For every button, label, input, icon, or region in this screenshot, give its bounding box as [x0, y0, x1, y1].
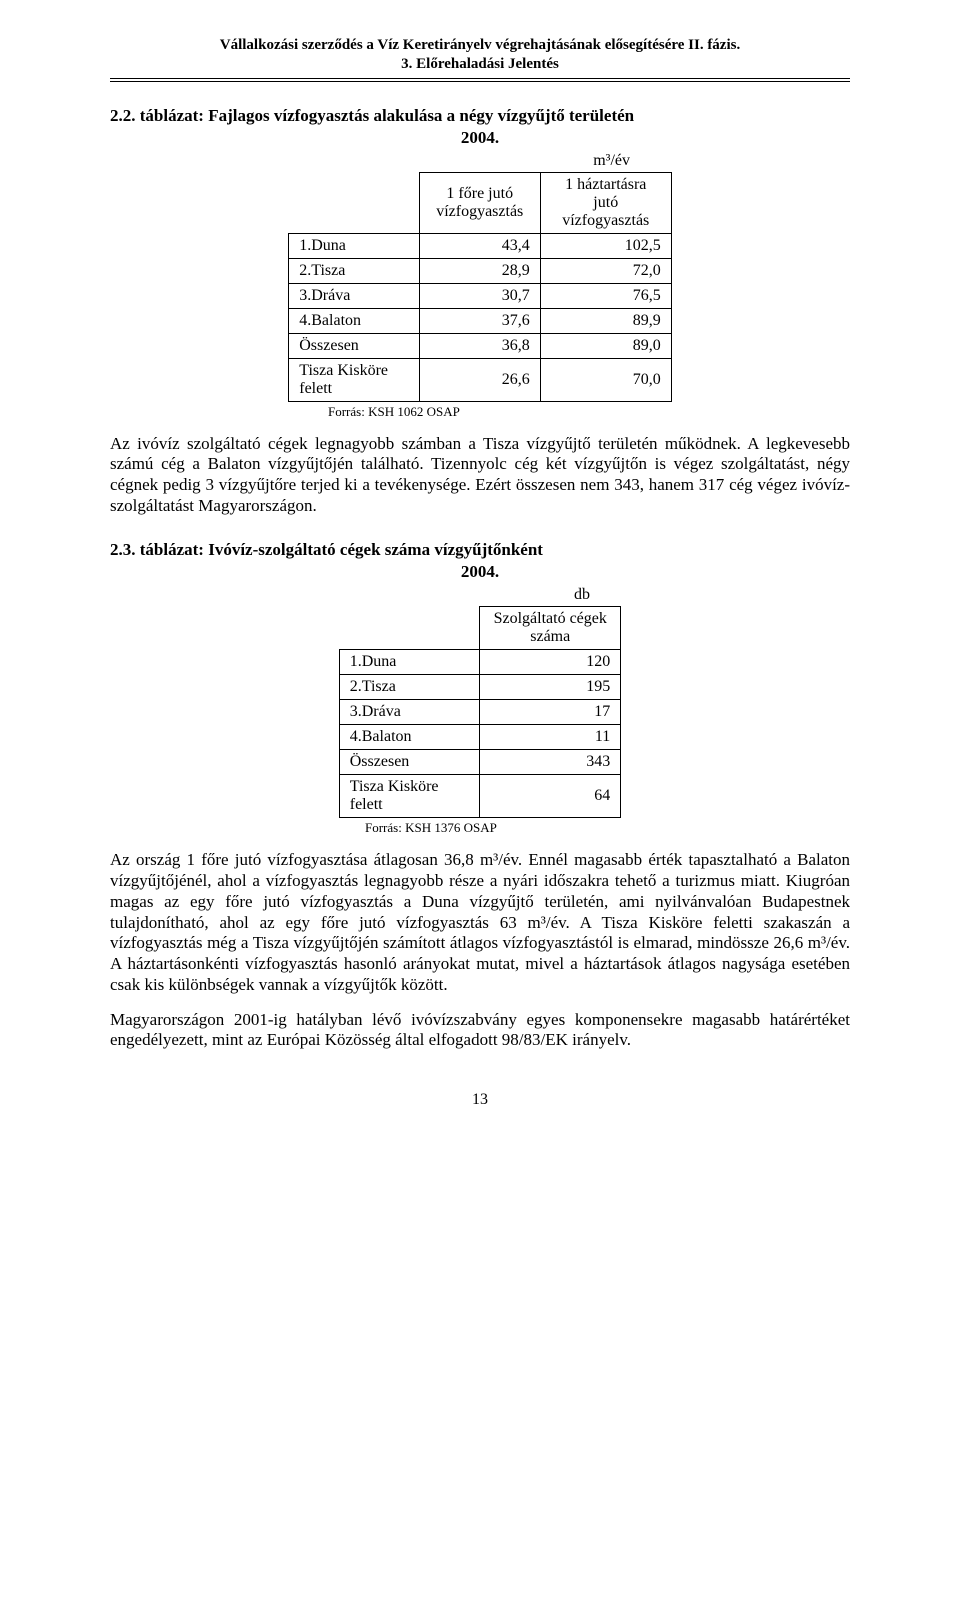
row-value: 17: [480, 700, 621, 725]
row-label: Tisza Kisköre felett: [339, 775, 480, 818]
row-value: 102,5: [540, 233, 671, 258]
table-2-2-source: Forrás: KSH 1062 OSAP: [328, 404, 850, 420]
row-value: 37,6: [419, 308, 540, 333]
row-value: 30,7: [419, 283, 540, 308]
table-row: 4.Balaton 11: [339, 725, 621, 750]
row-value: 28,9: [419, 258, 540, 283]
table-row: Szolgáltató cégek száma: [339, 607, 621, 650]
table-head-col1: Szolgáltató cégek száma: [480, 607, 621, 650]
table-head-empty: [289, 172, 420, 233]
paragraph-3: Magyarországon 2001-ig hatályban lévő iv…: [110, 1010, 850, 1051]
page: Vállalkozási szerződés a Víz Keretiránye…: [0, 0, 960, 1169]
table-row: 1 főre jutó vízfogyasztás 1 háztartásra …: [289, 172, 672, 233]
row-value: 11: [480, 725, 621, 750]
row-label: 4.Balaton: [289, 308, 420, 333]
table-head-col1: 1 főre jutó vízfogyasztás: [419, 172, 540, 233]
row-value: 89,0: [540, 333, 671, 358]
row-value: 89,9: [540, 308, 671, 333]
table-row: 1.Duna 43,4 102,5: [289, 233, 672, 258]
table-2-2-title-year: 2004.: [110, 128, 850, 148]
header-block: Vállalkozási szerződés a Víz Keretiránye…: [110, 36, 850, 74]
table-2-3-title: 2.3. táblázat: Ivóvíz-szolgáltató cégek …: [110, 540, 850, 582]
row-label: 2.Tisza: [339, 675, 480, 700]
row-label: 1.Duna: [289, 233, 420, 258]
table-row: 2.Tisza 195: [339, 675, 621, 700]
row-label: Tisza Kisköre felett: [289, 358, 420, 401]
row-label: 2.Tisza: [289, 258, 420, 283]
paragraph-2: Az ország 1 főre jutó vízfogyasztása átl…: [110, 850, 850, 995]
page-number: 13: [110, 1091, 850, 1109]
table-row: 3.Dráva 17: [339, 700, 621, 725]
row-value: 195: [480, 675, 621, 700]
table-2-3-source: Forrás: KSH 1376 OSAP: [365, 820, 850, 836]
row-value: 70,0: [540, 358, 671, 401]
table-row: 4.Balaton 37,6 89,9: [289, 308, 672, 333]
table-head-empty: [339, 607, 480, 650]
table-2-3: Szolgáltató cégek száma 1.Duna 120 2.Tis…: [339, 606, 622, 818]
table-row: Összesen 36,8 89,0: [289, 333, 672, 358]
rule-thin: [110, 81, 850, 82]
table-row: Összesen 343: [339, 750, 621, 775]
row-value: 26,6: [419, 358, 540, 401]
row-label: 4.Balaton: [339, 725, 480, 750]
row-value: 120: [480, 650, 621, 675]
rule-thick: [110, 78, 850, 79]
table-row: 3.Dráva 30,7 76,5: [289, 283, 672, 308]
table-head-col2: 1 háztartásra jutó vízfogyasztás: [540, 172, 671, 233]
table-row: 1.Duna 120: [339, 650, 621, 675]
row-value: 343: [480, 750, 621, 775]
table-row: Tisza Kisköre felett 26,6 70,0: [289, 358, 672, 401]
row-label: Összesen: [289, 333, 420, 358]
header-line-1: Vállalkozási szerződés a Víz Keretiránye…: [110, 36, 850, 55]
table-row: Tisza Kisköre felett 64: [339, 775, 621, 818]
table-2-2-unit: m³/év: [110, 152, 630, 170]
paragraph-1: Az ivóvíz szolgáltató cégek legnagyobb s…: [110, 434, 850, 517]
row-value: 43,4: [419, 233, 540, 258]
row-label: 3.Dráva: [339, 700, 480, 725]
row-value: 72,0: [540, 258, 671, 283]
row-label: Összesen: [339, 750, 480, 775]
table-2-2-title: 2.2. táblázat: Fajlagos vízfogyasztás al…: [110, 106, 850, 148]
table-2-2-title-main: 2.2. táblázat: Fajlagos vízfogyasztás al…: [110, 106, 634, 125]
row-value: 36,8: [419, 333, 540, 358]
table-2-3-title-year: 2004.: [110, 562, 850, 582]
header-line-2: 3. Előrehaladási Jelentés: [110, 55, 850, 74]
table-2-3-title-main: 2.3. táblázat: Ivóvíz-szolgáltató cégek …: [110, 540, 543, 559]
row-label: 3.Dráva: [289, 283, 420, 308]
row-value: 64: [480, 775, 621, 818]
table-2-3-unit: db: [110, 586, 590, 604]
row-value: 76,5: [540, 283, 671, 308]
table-row: 2.Tisza 28,9 72,0: [289, 258, 672, 283]
table-2-2: 1 főre jutó vízfogyasztás 1 háztartásra …: [288, 172, 672, 402]
row-label: 1.Duna: [339, 650, 480, 675]
